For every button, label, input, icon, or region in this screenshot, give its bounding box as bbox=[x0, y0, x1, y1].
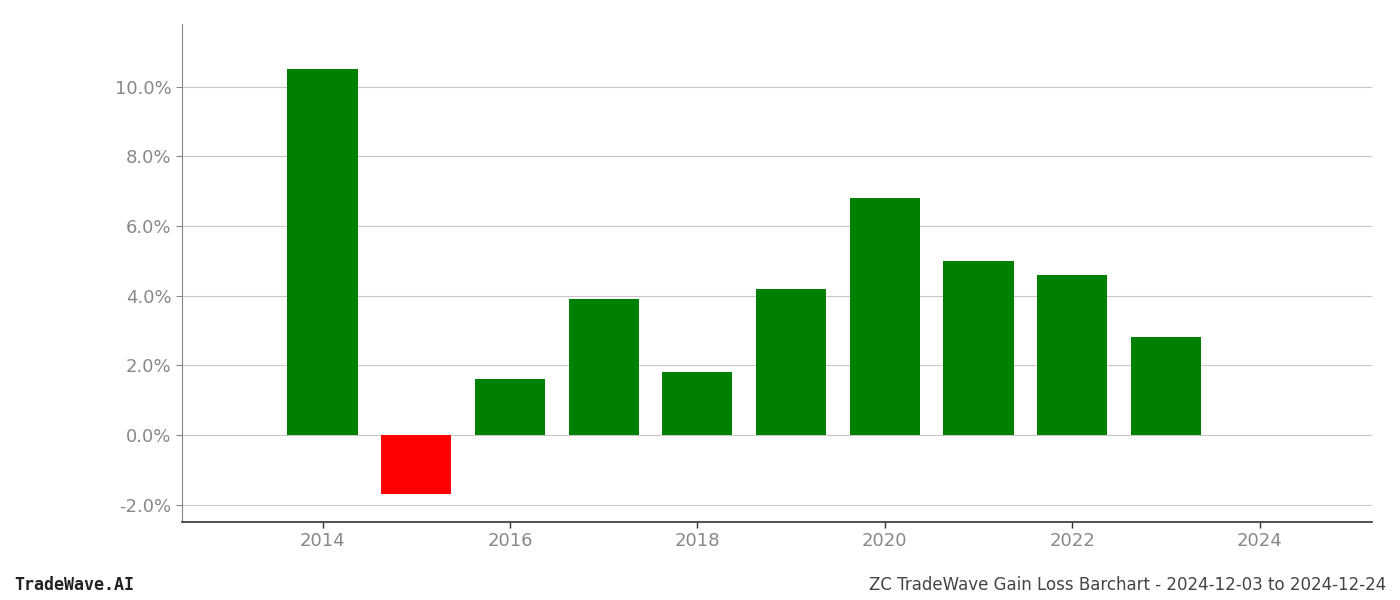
Bar bbox=[475, 379, 545, 435]
Bar bbox=[944, 261, 1014, 435]
Bar bbox=[1037, 275, 1107, 435]
Bar bbox=[568, 299, 638, 435]
Bar bbox=[662, 372, 732, 435]
Bar bbox=[1131, 337, 1201, 435]
Bar bbox=[850, 198, 920, 435]
Bar bbox=[756, 289, 826, 435]
Text: TradeWave.AI: TradeWave.AI bbox=[14, 576, 134, 594]
Bar bbox=[381, 435, 451, 494]
Bar bbox=[287, 69, 357, 435]
Text: ZC TradeWave Gain Loss Barchart - 2024-12-03 to 2024-12-24: ZC TradeWave Gain Loss Barchart - 2024-1… bbox=[869, 576, 1386, 594]
